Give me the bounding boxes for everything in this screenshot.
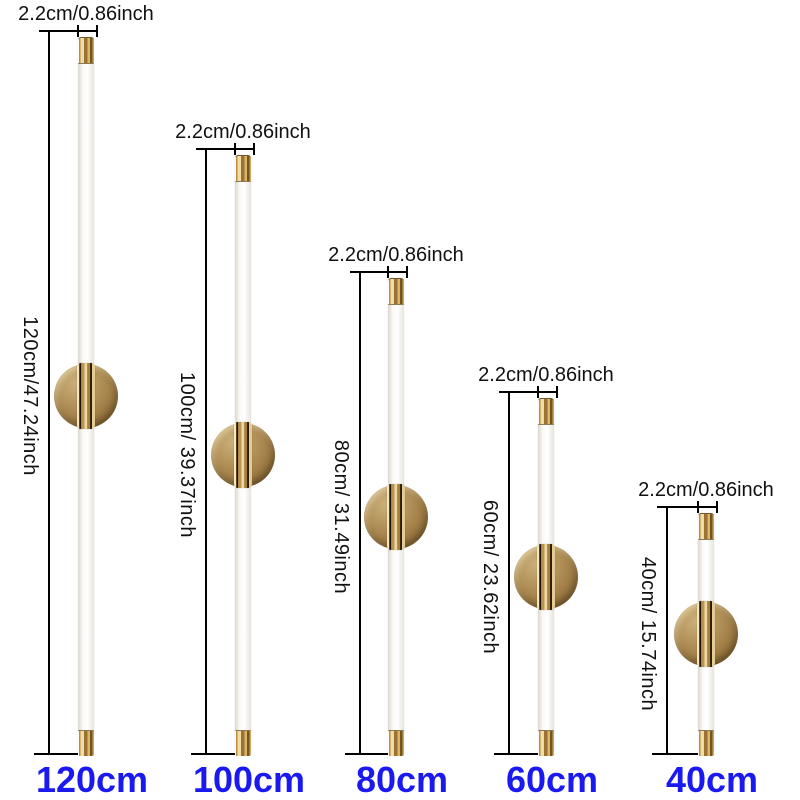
diameter-tick-left	[537, 386, 539, 398]
mount-clamp	[697, 601, 715, 667]
diameter-bracket-line	[196, 148, 255, 150]
diameter-label: 2.2cm/0.86inch	[638, 479, 774, 501]
diameter-label: 2.2cm/0.86inch	[478, 364, 614, 386]
diameter-label: 2.2cm/0.86inch	[175, 121, 311, 143]
lamp-cap-top	[235, 155, 251, 182]
diameter-tick-left	[387, 266, 389, 278]
length-dimension-line	[205, 148, 207, 755]
diameter-bracket-line	[350, 271, 408, 273]
lamp-cap-top	[698, 513, 714, 540]
length-label: 40cm/ 15.74inch	[637, 556, 659, 712]
length-label: 100cm/ 39.37inch	[176, 372, 198, 538]
diameter-tick-right	[96, 25, 98, 37]
lamp-cap-bottom	[78, 730, 94, 756]
diameter-tick-left	[77, 25, 79, 37]
diameter-bracket-line	[657, 506, 718, 508]
mount-clamp	[387, 483, 405, 550]
diameter-label: 2.2cm/0.86inch	[18, 3, 154, 25]
length-dimension-foot	[652, 753, 705, 755]
diameter-tick-right	[556, 386, 558, 398]
lamp-cap-top	[538, 398, 554, 425]
diameter-tick-right	[406, 266, 408, 278]
length-dimension-line	[359, 271, 361, 755]
length-label: 60cm/ 23.62inch	[479, 499, 501, 654]
lamp-cap-bottom	[538, 730, 554, 756]
size-label: 120cm	[35, 759, 149, 800]
diameter-tick-right	[716, 501, 718, 513]
size-label: 60cm	[505, 759, 599, 800]
size-label: 40cm	[665, 759, 759, 800]
diameter-label: 2.2cm/0.86inch	[328, 244, 464, 266]
length-dimension-line	[666, 506, 668, 755]
diameter-bracket-line	[499, 391, 558, 393]
length-dimension-foot	[191, 753, 242, 755]
lamp-cap-top	[388, 278, 404, 305]
length-label: 80cm/ 31.49inch	[330, 439, 352, 594]
mount-clamp	[77, 363, 95, 429]
lamp-cap-bottom	[698, 730, 714, 756]
mount-clamp	[537, 543, 555, 610]
lamp-cap-bottom	[388, 730, 404, 756]
diameter-bracket-line	[39, 30, 98, 32]
length-label: 120cm/47.24inch	[19, 316, 41, 476]
diameter-tick-left	[234, 143, 236, 155]
diameter-tick-right	[253, 143, 255, 155]
lamp-cap-top	[78, 37, 94, 64]
length-dimension-line	[508, 391, 510, 755]
length-dimension-foot	[34, 753, 85, 755]
length-dimension-line	[48, 30, 50, 755]
mount-clamp	[234, 422, 252, 488]
lamp-cap-bottom	[235, 730, 251, 756]
size-label: 80cm	[355, 759, 449, 800]
size-label: 100cm	[192, 759, 306, 800]
diameter-tick-left	[697, 501, 699, 513]
length-dimension-foot	[345, 753, 395, 755]
length-dimension-foot	[494, 753, 545, 755]
